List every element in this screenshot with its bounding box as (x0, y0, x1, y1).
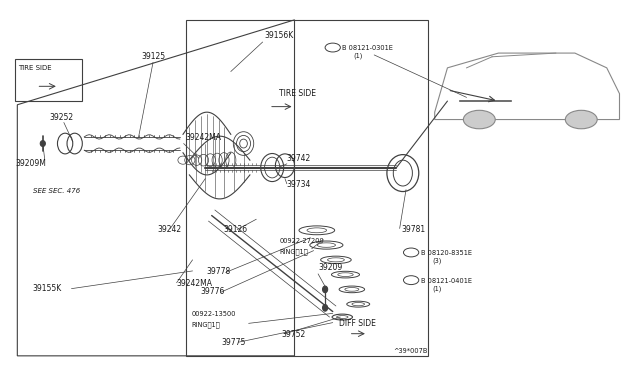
Text: SEE SEC. 476: SEE SEC. 476 (33, 188, 81, 195)
Text: 39242MA: 39242MA (177, 279, 212, 288)
Bar (15, 59, 83, 101)
Ellipse shape (323, 286, 328, 293)
Text: B 08121-0301E: B 08121-0301E (342, 45, 393, 51)
Circle shape (463, 110, 495, 129)
Text: 39752: 39752 (282, 330, 306, 339)
Text: (1): (1) (354, 53, 363, 60)
Text: (1): (1) (432, 285, 442, 292)
Text: 39781: 39781 (401, 225, 425, 234)
Text: TIRE SIDE: TIRE SIDE (278, 89, 316, 97)
Text: 39252: 39252 (49, 113, 74, 122)
Text: RING（1）: RING（1） (191, 321, 220, 328)
Text: B 08120-8351E: B 08120-8351E (420, 250, 472, 256)
Text: 39156K: 39156K (264, 31, 293, 40)
Text: 39155K: 39155K (32, 284, 61, 293)
Text: ^39*007B: ^39*007B (394, 348, 428, 354)
Text: 39125: 39125 (141, 52, 165, 61)
Text: 39242MA: 39242MA (185, 133, 221, 142)
Ellipse shape (323, 305, 328, 311)
Text: 39126: 39126 (223, 225, 247, 234)
Text: DIFF SIDE: DIFF SIDE (339, 319, 376, 328)
Text: 00922-13500: 00922-13500 (191, 311, 236, 317)
Text: 00922-27200: 00922-27200 (280, 238, 324, 244)
Text: 39742: 39742 (287, 154, 311, 163)
Text: 39209M: 39209M (15, 159, 46, 168)
Text: TIRE SIDE: TIRE SIDE (18, 65, 52, 71)
Text: (3): (3) (432, 258, 442, 264)
Text: 39209: 39209 (319, 263, 343, 272)
Text: B 08121-0401E: B 08121-0401E (420, 278, 472, 284)
Circle shape (565, 110, 597, 129)
Text: 39778: 39778 (207, 267, 231, 276)
Text: 39775: 39775 (221, 338, 246, 347)
Ellipse shape (40, 141, 45, 147)
Text: 39776: 39776 (200, 287, 225, 296)
Text: RING（1）: RING（1） (280, 248, 308, 255)
Text: 39242: 39242 (157, 225, 182, 234)
Text: 39734: 39734 (287, 180, 311, 189)
